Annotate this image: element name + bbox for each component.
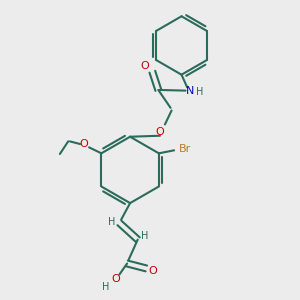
Text: H: H (196, 87, 203, 97)
Text: H: H (141, 231, 149, 241)
Text: H: H (102, 282, 109, 292)
Text: Br: Br (178, 144, 191, 154)
Text: O: O (141, 61, 149, 71)
Text: O: O (111, 274, 120, 284)
Text: N: N (186, 85, 194, 96)
Text: O: O (156, 127, 164, 137)
Text: O: O (80, 139, 88, 149)
Text: O: O (148, 266, 157, 276)
Text: H: H (109, 217, 116, 227)
